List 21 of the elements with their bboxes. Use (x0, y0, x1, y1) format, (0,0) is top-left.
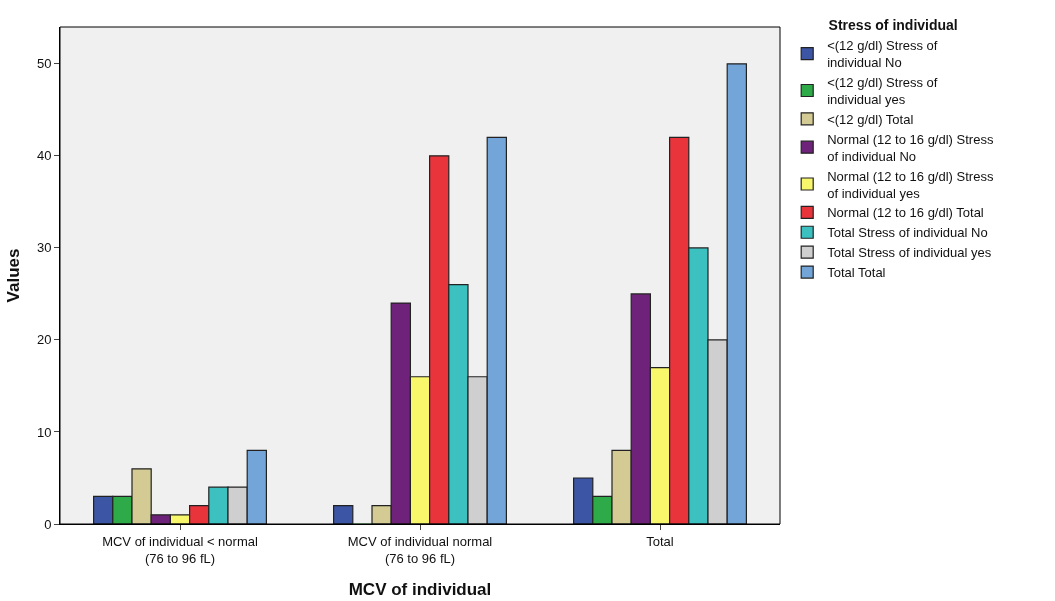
legend-label: Total Total (827, 265, 886, 281)
legend-title: Stress of individual (828, 17, 958, 34)
y-tick-label: 40 (36, 148, 52, 164)
legend-label: Total Stress of individual yes (827, 245, 992, 261)
legend-label: Normal (12 to 16 g/dl) Total (827, 205, 984, 221)
y-tick-label: 10 (36, 424, 52, 440)
y-tick-label: 0 (44, 516, 52, 532)
y-axis-title: Values (4, 248, 24, 303)
legend-label: <(12 g/dl) Total (827, 111, 914, 127)
legend-label: <(12 g/dl) Stress of individual No (827, 38, 938, 71)
legend-label: Normal (12 to 16 g/dl) Stress of individual yes (827, 168, 994, 201)
x-tick-label: Total (646, 533, 674, 549)
legend-label: Total Stress of individual No (827, 225, 988, 241)
y-tick-label: 30 (36, 240, 52, 256)
y-tick-label: 50 (36, 56, 52, 72)
x-tick-label: MCV of individual < normal (76 to 96 fL) (102, 533, 258, 566)
x-axis-title: MCV of individual (348, 579, 492, 599)
legend-label: Normal (12 to 16 g/dl) Stress of individual No (827, 131, 994, 164)
y-tick-label: 20 (36, 332, 52, 348)
legend-label: <(12 g/dl) Stress of individual yes (827, 75, 938, 108)
x-tick-label: MCV of individual normal (76 to 96 fL) (347, 533, 493, 566)
